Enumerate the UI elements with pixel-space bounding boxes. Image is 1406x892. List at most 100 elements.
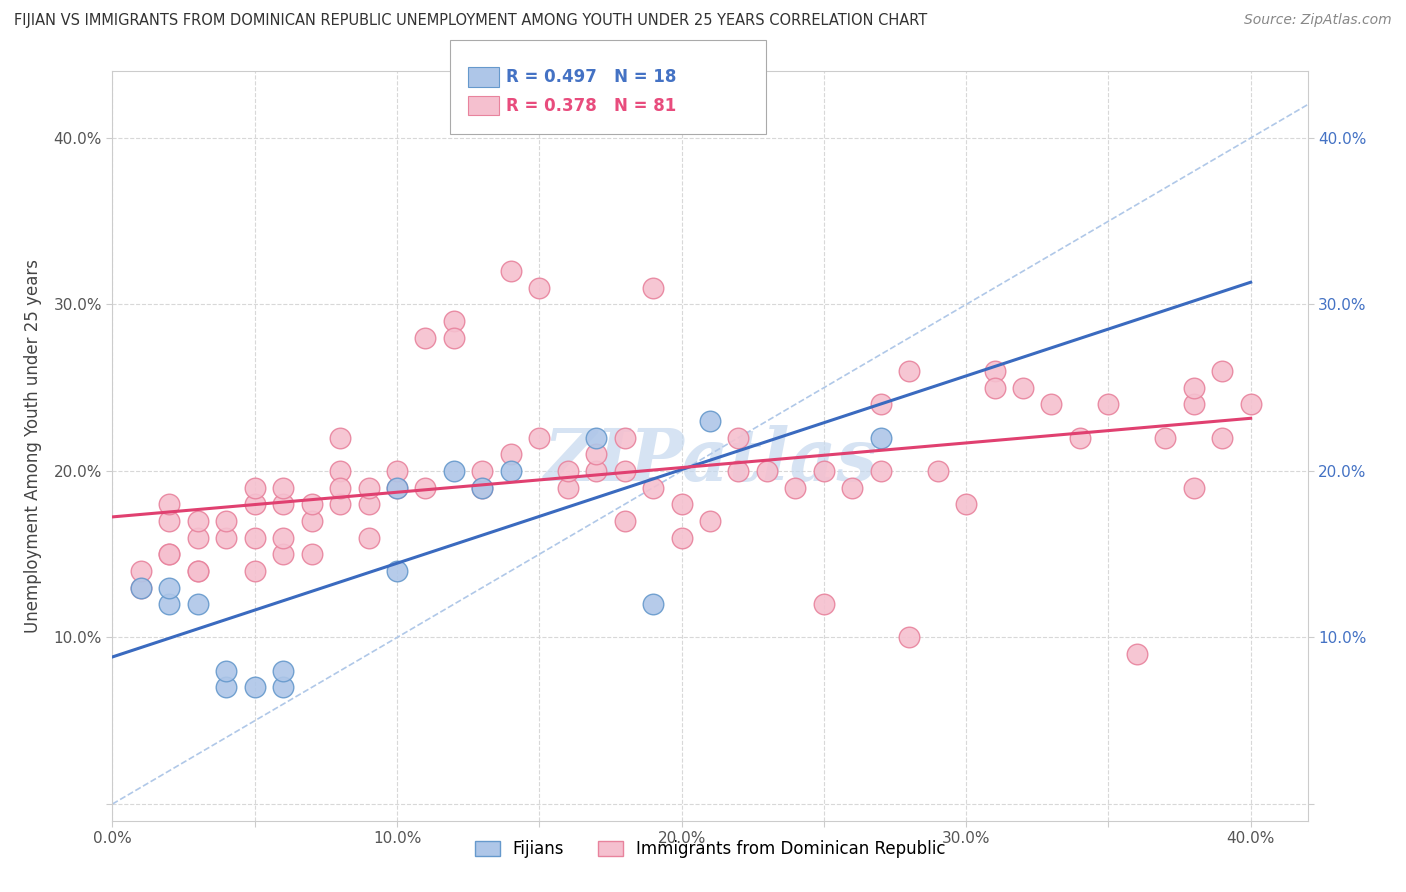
Point xyxy=(385,464,408,478)
Point xyxy=(499,264,522,278)
Point xyxy=(613,431,636,445)
Point xyxy=(157,497,180,511)
Point xyxy=(471,481,494,495)
Point xyxy=(415,481,437,495)
Point xyxy=(499,447,522,461)
Point xyxy=(157,547,180,561)
Point xyxy=(215,514,238,528)
Point xyxy=(671,497,693,511)
Point xyxy=(643,481,665,495)
Point xyxy=(1097,397,1119,411)
Point xyxy=(357,531,380,545)
Point xyxy=(699,514,721,528)
Point xyxy=(613,464,636,478)
Point xyxy=(1182,481,1205,495)
Point xyxy=(585,431,607,445)
Point xyxy=(585,447,607,461)
Point xyxy=(1040,397,1063,411)
Point xyxy=(529,431,551,445)
Point xyxy=(557,464,579,478)
Text: R = 0.497   N = 18: R = 0.497 N = 18 xyxy=(506,68,676,86)
Point xyxy=(157,597,180,611)
Point xyxy=(869,464,891,478)
Point xyxy=(243,531,266,545)
Point xyxy=(271,481,294,495)
Point xyxy=(187,597,209,611)
Point xyxy=(983,364,1005,378)
Point xyxy=(1069,431,1091,445)
Point xyxy=(643,597,665,611)
Point xyxy=(129,564,152,578)
Point xyxy=(301,514,323,528)
Point xyxy=(215,531,238,545)
Point xyxy=(329,431,352,445)
Point xyxy=(1012,381,1035,395)
Point xyxy=(785,481,807,495)
Text: R = 0.378   N = 81: R = 0.378 N = 81 xyxy=(506,96,676,114)
Point xyxy=(157,514,180,528)
Point xyxy=(243,497,266,511)
Point xyxy=(499,464,522,478)
Point xyxy=(727,431,749,445)
Point xyxy=(1211,364,1233,378)
Point xyxy=(157,581,180,595)
Point xyxy=(869,431,891,445)
Point xyxy=(755,464,778,478)
Point xyxy=(415,331,437,345)
Point xyxy=(841,481,863,495)
Y-axis label: Unemployment Among Youth under 25 years: Unemployment Among Youth under 25 years xyxy=(24,259,42,633)
Point xyxy=(129,581,152,595)
Point xyxy=(187,514,209,528)
Point xyxy=(727,464,749,478)
Point xyxy=(643,281,665,295)
Point xyxy=(129,581,152,595)
Point xyxy=(613,514,636,528)
Point xyxy=(385,481,408,495)
Text: Source: ZipAtlas.com: Source: ZipAtlas.com xyxy=(1244,13,1392,28)
Point xyxy=(443,464,465,478)
Point xyxy=(1154,431,1177,445)
Point xyxy=(243,481,266,495)
Point xyxy=(1126,647,1149,661)
Point xyxy=(329,464,352,478)
Point xyxy=(955,497,977,511)
Point xyxy=(557,481,579,495)
Point xyxy=(671,531,693,545)
Point xyxy=(1182,381,1205,395)
Point xyxy=(329,481,352,495)
Point xyxy=(869,397,891,411)
Point xyxy=(927,464,949,478)
Point xyxy=(271,547,294,561)
Point xyxy=(271,681,294,695)
Point xyxy=(443,314,465,328)
Point xyxy=(187,564,209,578)
Point xyxy=(243,564,266,578)
Point xyxy=(585,464,607,478)
Point xyxy=(271,664,294,678)
Point xyxy=(243,681,266,695)
Point xyxy=(271,531,294,545)
Point xyxy=(301,497,323,511)
Point xyxy=(699,414,721,428)
Point xyxy=(443,331,465,345)
Point xyxy=(813,597,835,611)
Point xyxy=(385,481,408,495)
Point xyxy=(898,364,921,378)
Point xyxy=(983,381,1005,395)
Point xyxy=(187,564,209,578)
Point xyxy=(271,497,294,511)
Legend: Fijians, Immigrants from Dominican Republic: Fijians, Immigrants from Dominican Repub… xyxy=(468,833,952,864)
Point xyxy=(215,664,238,678)
Point xyxy=(1182,397,1205,411)
Text: FIJIAN VS IMMIGRANTS FROM DOMINICAN REPUBLIC UNEMPLOYMENT AMONG YOUTH UNDER 25 Y: FIJIAN VS IMMIGRANTS FROM DOMINICAN REPU… xyxy=(14,13,928,29)
Point xyxy=(529,281,551,295)
Point xyxy=(301,547,323,561)
Point xyxy=(329,497,352,511)
Point xyxy=(187,531,209,545)
Point xyxy=(1211,431,1233,445)
Point xyxy=(813,464,835,478)
Text: ZIPatlas: ZIPatlas xyxy=(543,425,877,497)
Point xyxy=(357,497,380,511)
Point xyxy=(471,464,494,478)
Point xyxy=(1240,397,1263,411)
